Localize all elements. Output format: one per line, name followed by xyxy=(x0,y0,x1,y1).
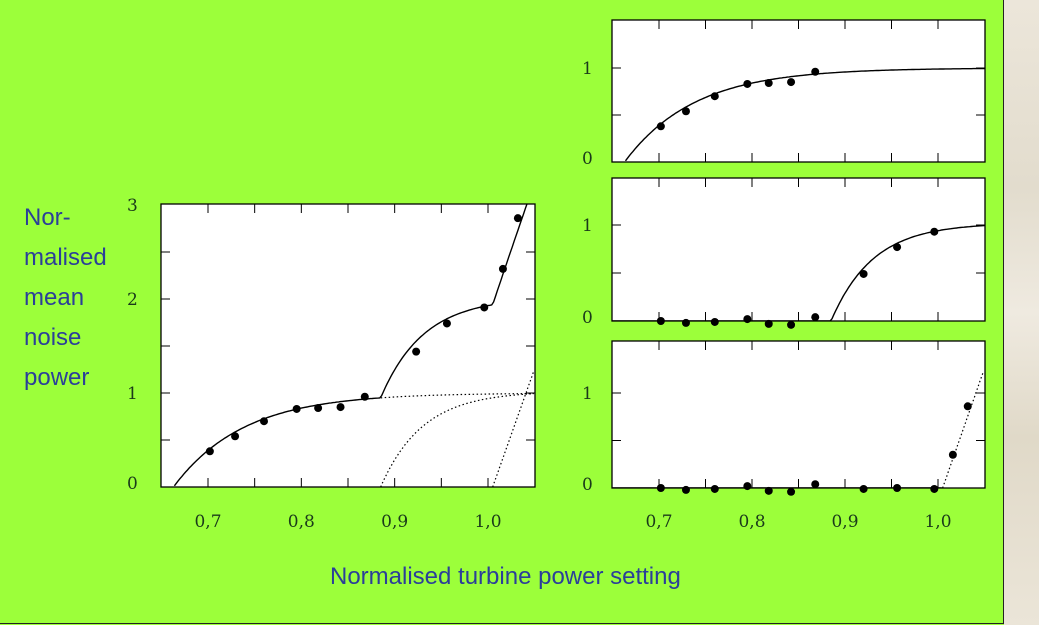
y-tick-label: 0 xyxy=(582,475,593,495)
x-axis-label: Normalised turbine power setting xyxy=(330,563,681,590)
data-point xyxy=(811,67,820,76)
data-point xyxy=(656,122,665,131)
component-1-dotted xyxy=(380,392,534,399)
data-point xyxy=(893,243,902,252)
plot-panel-component-3: 0 1 0,7 0,8 0,9 1,0 xyxy=(582,340,986,532)
y-tick-label: 0 xyxy=(582,149,593,169)
data-point xyxy=(336,403,345,412)
x-tick-label: 1,0 xyxy=(474,512,501,532)
data-point xyxy=(681,318,690,327)
data-point xyxy=(764,319,773,328)
y-tick-label: 0 xyxy=(582,308,593,328)
y-tick-label: 1 xyxy=(582,59,593,79)
component-3-dotted xyxy=(492,371,535,487)
data-point xyxy=(930,484,939,493)
data-point xyxy=(480,303,489,312)
data-point xyxy=(205,447,214,456)
x-tick-label: 0,9 xyxy=(381,512,408,532)
data-point xyxy=(764,79,773,88)
data-point xyxy=(811,313,820,322)
data-point xyxy=(743,482,752,491)
data-point xyxy=(513,214,522,223)
plot-area xyxy=(611,340,986,489)
data-point xyxy=(442,319,451,328)
y-tick-label: 1 xyxy=(582,384,593,404)
x-tick-label: 1,0 xyxy=(924,512,951,532)
data-point xyxy=(787,320,796,329)
y-axis-label-line-3: mean xyxy=(24,284,85,311)
data-point xyxy=(859,484,868,493)
x-tick-label: 0,7 xyxy=(194,512,221,532)
data-point xyxy=(314,404,323,413)
data-point xyxy=(764,486,773,495)
y-axis-label-line-2: malised xyxy=(24,244,107,271)
data-point xyxy=(656,317,665,325)
data-point xyxy=(292,404,301,413)
y-axis-label-line-1: Nor- xyxy=(24,204,71,231)
data-point xyxy=(498,264,507,273)
plot-panel-component-1: 01 xyxy=(582,19,986,169)
data-point xyxy=(893,484,902,492)
x-tick-label: 0,7 xyxy=(645,512,672,532)
data-point xyxy=(948,450,957,459)
x-tick-label: 0,8 xyxy=(738,512,765,532)
data-point xyxy=(710,92,719,101)
data-point xyxy=(412,347,421,356)
fit-curve xyxy=(942,370,985,488)
data-point xyxy=(231,432,240,441)
data-point xyxy=(963,402,972,411)
data-point xyxy=(260,417,268,426)
data-point xyxy=(360,392,369,401)
plot-area xyxy=(611,177,986,322)
background-texture-strip xyxy=(1004,0,1039,625)
fit-curve xyxy=(612,224,985,321)
data-point xyxy=(787,78,796,87)
y-tick-label: 1 xyxy=(127,384,138,404)
x-tick-label: 0,8 xyxy=(288,512,315,532)
y-tick-label: 3 xyxy=(127,196,138,216)
y-axis-label-line-5: power xyxy=(24,364,90,391)
data-point xyxy=(681,107,690,116)
data-point xyxy=(811,480,820,489)
data-point xyxy=(743,79,752,88)
plot-panel-component-2: 01 xyxy=(582,177,986,329)
data-point xyxy=(710,317,719,326)
data-point xyxy=(859,269,868,278)
data-point xyxy=(743,315,752,324)
data-point xyxy=(787,487,796,496)
y-tick-label: 2 xyxy=(127,290,138,310)
plot-area xyxy=(611,19,986,163)
y-axis-label-line-4: noise xyxy=(24,324,82,351)
data-point xyxy=(710,484,719,493)
y-tick-label: 0 xyxy=(127,474,138,494)
y-tick-label: 1 xyxy=(582,216,593,236)
data-point xyxy=(930,227,939,236)
plot-panel-main: 0 1 2 3 0,7 0,8 0,9 1,0 xyxy=(127,196,536,532)
plot-area xyxy=(160,203,536,488)
data-point xyxy=(656,484,665,492)
data-point xyxy=(681,485,690,494)
x-tick-label: 0,9 xyxy=(831,512,858,532)
